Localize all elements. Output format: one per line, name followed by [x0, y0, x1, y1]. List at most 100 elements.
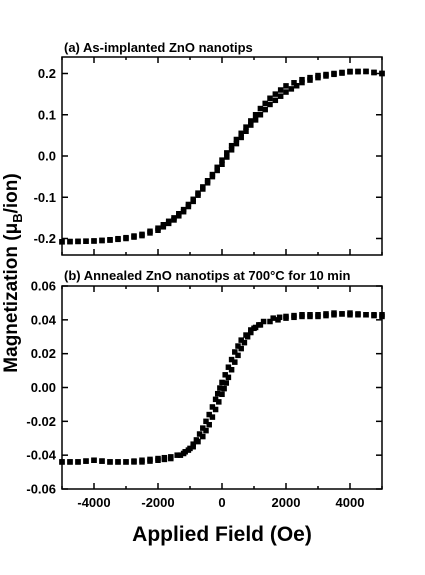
panel-b-ascending-point — [232, 359, 238, 365]
panel-a-ascending-point — [262, 106, 268, 113]
panel-b-ascending-point — [339, 311, 345, 317]
panel-a-ascending-point — [224, 154, 230, 160]
panel-a-ascending-point — [299, 79, 305, 86]
panel-a-ascending-point — [288, 86, 295, 92]
panel-a-ascending-point — [190, 198, 196, 205]
panel-a-ascending-point — [315, 74, 321, 81]
panel-a-ascending-point — [252, 117, 259, 123]
panel-a-ascending-point — [233, 140, 240, 147]
panel-a-y-tick-label: 0.2 — [38, 66, 56, 81]
panel-a: (a) As-implanted ZnO nanotips -0.2 -0.1 0.… — [34, 40, 385, 256]
panel-b-descending-point — [209, 404, 216, 410]
panel-b-ascending-point — [195, 438, 201, 445]
x-tick-label: -2000 — [141, 495, 174, 510]
panel-b-descending-point — [267, 318, 273, 325]
panel-a-ascending-point — [123, 235, 129, 242]
panel-b-ascending-point — [270, 315, 276, 321]
panel-b-descending-point — [228, 356, 235, 363]
panel-b-ascending-point — [283, 313, 289, 320]
panel-a-descending-point — [248, 118, 254, 124]
panel-b-descending-point — [177, 452, 184, 458]
panel-a-ascending-point — [214, 167, 220, 174]
panel-a-ascending-point — [171, 217, 177, 223]
panel-b-ascending-point — [315, 312, 321, 318]
panel-b-y-tick-label: -0.04 — [26, 448, 56, 463]
panel-b-descending-point — [206, 411, 212, 418]
panel-b-ascending-point — [235, 352, 241, 359]
panel-a-ascending-point — [176, 213, 182, 219]
x-tick-label: -4000 — [77, 495, 110, 510]
panel-a-ascending-point — [200, 186, 206, 192]
panel-b-descending-point — [235, 343, 241, 349]
panel-b-ascending-point — [363, 312, 369, 318]
panel-b-ascending-point — [238, 345, 244, 352]
panel-b-ascending-point — [355, 312, 361, 318]
x-tick-labels: -4000 -2000 0 2000 4000 — [77, 495, 364, 510]
panel-a-ascending-point — [267, 101, 273, 108]
panel-a-descending-point — [228, 142, 235, 149]
panel-b-ascending-point — [291, 312, 297, 319]
panel-a-ascending-point — [67, 238, 73, 245]
panel-a-ascending-point — [91, 238, 97, 244]
panel-b-ascending-point — [168, 454, 174, 460]
panel-b-ascending-point — [225, 374, 232, 381]
panel-a-ascending-point — [371, 69, 377, 76]
panel-b-y-tick-label: 0.02 — [31, 346, 56, 361]
panel-a-descending-point — [299, 76, 305, 83]
panel-b-ascending-point — [371, 312, 377, 319]
panel-b-ascending-point — [256, 322, 262, 328]
panel-b-ascending-point — [299, 312, 305, 318]
panel-b-ascending-point — [99, 458, 105, 464]
panel-b-ascending-point — [107, 459, 113, 465]
panel-a-descending-point — [262, 100, 268, 107]
panel-a-ascending-point — [75, 238, 81, 245]
panel-a-descending-point — [277, 87, 284, 93]
panel-b-ascending-point — [139, 457, 145, 463]
panel-b-ascending-point — [185, 447, 192, 453]
panel-a-y-tick-label: -0.1 — [34, 190, 56, 205]
x-tick-label: 0 — [218, 495, 225, 510]
panel-a-ascending-point — [59, 239, 65, 245]
panel-b-descending-point — [232, 349, 238, 355]
panel-a-ascending-point — [219, 161, 225, 167]
panel-a-descending-point — [257, 105, 264, 112]
panel-a-ascending-point — [99, 237, 105, 244]
panel-a-ascending-point — [155, 227, 161, 233]
panel-b-ascending-point — [75, 459, 81, 465]
panel-b-points — [59, 310, 385, 465]
panel-a-ascending-point — [347, 69, 353, 75]
y-axis-label: Magnetization (μB/ion) — [1, 173, 25, 372]
panel-b-ascending-point — [209, 414, 216, 420]
panel-b-y-tick-label: -0.02 — [26, 414, 56, 429]
panel-a-ticks: -0.2 -0.1 0.0 0.1 0.2 — [34, 57, 383, 255]
panel-b-ascending-point — [379, 313, 385, 320]
panel-a-ascending-point — [331, 71, 337, 78]
panel-b-ascending-point — [131, 458, 137, 464]
panel-b-title: (b) Annealed ZnO nanotips at 700°C for 1… — [64, 268, 350, 283]
panel-b-descending-point — [217, 385, 223, 391]
panel-b-ascending-point — [59, 459, 65, 465]
panel-a-ascending-point — [160, 224, 167, 230]
panel-b-ascending-point — [241, 339, 248, 346]
panel-a-descending-point — [238, 130, 244, 137]
panel-a-ascending-point — [115, 236, 121, 243]
x-tick-label: 4000 — [336, 495, 365, 510]
panel-b-ascending-point — [206, 421, 212, 428]
panel-a-ascending-point — [257, 112, 264, 118]
panel-a-ascending-point — [293, 82, 300, 89]
panel-b-ascending-point — [212, 406, 219, 413]
panel-a-ascending-point — [277, 93, 284, 99]
panel-b-ascending-point — [276, 314, 283, 321]
panel-a-points — [59, 68, 385, 245]
panel-a-ascending-point — [283, 89, 289, 95]
panel-a-ascending-point — [131, 234, 137, 240]
panel-b-descending-point — [200, 425, 206, 431]
panel-b-ascending-point — [223, 380, 230, 386]
panel-a-ascending-point — [272, 97, 279, 104]
panel-a-descending-point — [291, 80, 297, 86]
panel-a-ascending-point — [379, 70, 385, 77]
panel-b-ascending-point — [190, 443, 196, 450]
panel-b-y-tick-label: 0.06 — [31, 279, 56, 294]
panel-a-ascending-point — [238, 134, 244, 141]
